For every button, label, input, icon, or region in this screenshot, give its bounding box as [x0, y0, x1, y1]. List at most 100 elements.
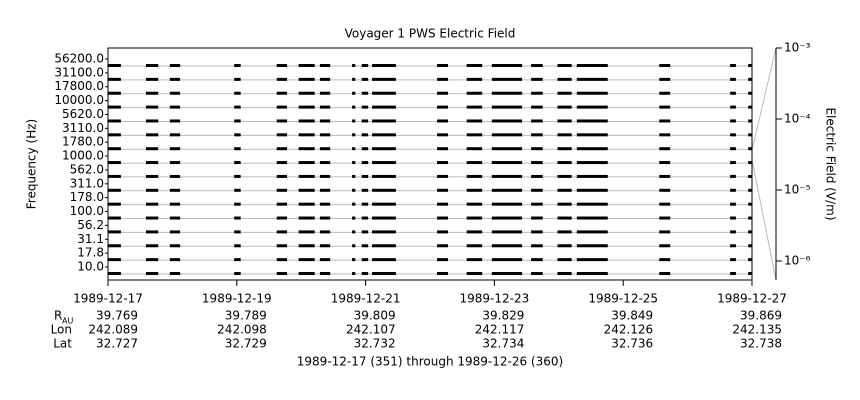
coverage-block — [234, 216, 241, 220]
coverage-block — [491, 64, 523, 67]
coverage-block — [319, 147, 331, 151]
coverage-block — [466, 161, 483, 165]
coverage-block — [298, 64, 315, 67]
coverage-block — [748, 161, 752, 165]
coverage-block — [298, 258, 315, 262]
coverage-block — [372, 64, 396, 67]
coverage-block — [531, 105, 543, 109]
coverage-block — [352, 119, 356, 123]
coverage-block — [352, 258, 356, 262]
coverage-block — [437, 147, 449, 151]
x-tick-label: 1989-12-21 — [331, 292, 401, 306]
coverage-block — [352, 147, 356, 151]
coverage-block — [372, 188, 396, 192]
coverage-block — [145, 244, 159, 248]
coverage-block — [659, 161, 671, 165]
coverage-block — [748, 188, 752, 192]
coverage-block — [557, 216, 572, 220]
coverage-block — [372, 202, 396, 206]
ephemeris-value: 32.734 — [482, 337, 524, 351]
coverage-block — [276, 272, 288, 275]
coverage-block — [145, 202, 159, 206]
coverage-block — [361, 119, 369, 123]
coverage-block — [557, 105, 572, 109]
coverage-block — [466, 230, 483, 234]
coverage-block — [557, 161, 572, 165]
coverage-block — [437, 133, 449, 137]
coverage-block — [531, 188, 543, 192]
coverage-block — [466, 105, 483, 109]
coverage-block — [659, 258, 671, 262]
coverage-block — [531, 230, 543, 234]
coverage-block — [372, 174, 396, 178]
coverage-block — [276, 161, 288, 165]
coverage-block — [659, 119, 671, 123]
coverage-block — [576, 105, 608, 109]
coverage-block — [576, 133, 608, 137]
coverage-block — [372, 119, 396, 123]
coverage-block — [169, 147, 181, 151]
coverage-block — [437, 216, 449, 220]
coverage-block — [437, 64, 449, 67]
coverage-block — [730, 91, 736, 95]
y2-tick-label: 10⁻⁶ — [784, 253, 811, 267]
coverage-block — [491, 91, 523, 95]
coverage-block — [352, 91, 356, 95]
coverage-block — [169, 272, 181, 275]
coverage-block — [372, 147, 396, 151]
ephemeris-value: 39.769 — [96, 309, 138, 323]
coverage-block — [466, 258, 483, 262]
coverage-block — [361, 64, 369, 67]
x-tick-label: 1989-12-17 — [73, 292, 143, 306]
coverage-block — [531, 133, 543, 137]
coverage-block — [372, 133, 396, 137]
coverage-block — [531, 91, 543, 95]
coverage-block — [576, 77, 608, 81]
coverage-block — [145, 174, 159, 178]
ephemeris-value: 39.809 — [354, 309, 396, 323]
coverage-block — [234, 230, 241, 234]
coverage-block — [169, 133, 181, 137]
coverage-block — [319, 202, 331, 206]
coverage-block — [437, 105, 449, 109]
coverage-block — [298, 230, 315, 234]
coverage-block — [276, 105, 288, 109]
coverage-block — [466, 216, 483, 220]
coverage-block — [466, 133, 483, 137]
coverage-block — [659, 77, 671, 81]
coverage-block — [352, 64, 356, 67]
coverage-block — [466, 188, 483, 192]
coverage-block — [234, 64, 241, 67]
ephemeris-value: 242.126 — [604, 323, 654, 337]
coverage-block — [361, 272, 369, 275]
coverage-block — [352, 244, 356, 248]
coverage-block — [108, 133, 121, 137]
coverage-block — [576, 216, 608, 220]
coverage-block — [372, 258, 396, 262]
coverage-block — [361, 77, 369, 81]
coverage-block — [372, 230, 396, 234]
coverage-block — [491, 202, 523, 206]
x-tick-label: 1989-12-25 — [588, 292, 658, 306]
coverage-block — [169, 91, 181, 95]
coverage-block — [557, 64, 572, 67]
coverage-block — [531, 119, 543, 123]
coverage-block — [145, 133, 159, 137]
coverage-block — [491, 147, 523, 151]
coverage-block — [531, 174, 543, 178]
coverage-block — [466, 64, 483, 67]
coverage-block — [730, 216, 736, 220]
ephemeris-value: 242.089 — [88, 323, 138, 337]
y-tick-label: 562.0 — [70, 162, 104, 176]
coverage-block — [276, 202, 288, 206]
coverage-block — [659, 244, 671, 248]
x-tick-label: 1989-12-23 — [460, 292, 530, 306]
coverage-block — [108, 188, 121, 192]
coverage-block — [298, 147, 315, 151]
coverage-block — [169, 258, 181, 262]
coverage-block — [576, 202, 608, 206]
coverage-block — [466, 91, 483, 95]
coverage-block — [531, 77, 543, 81]
